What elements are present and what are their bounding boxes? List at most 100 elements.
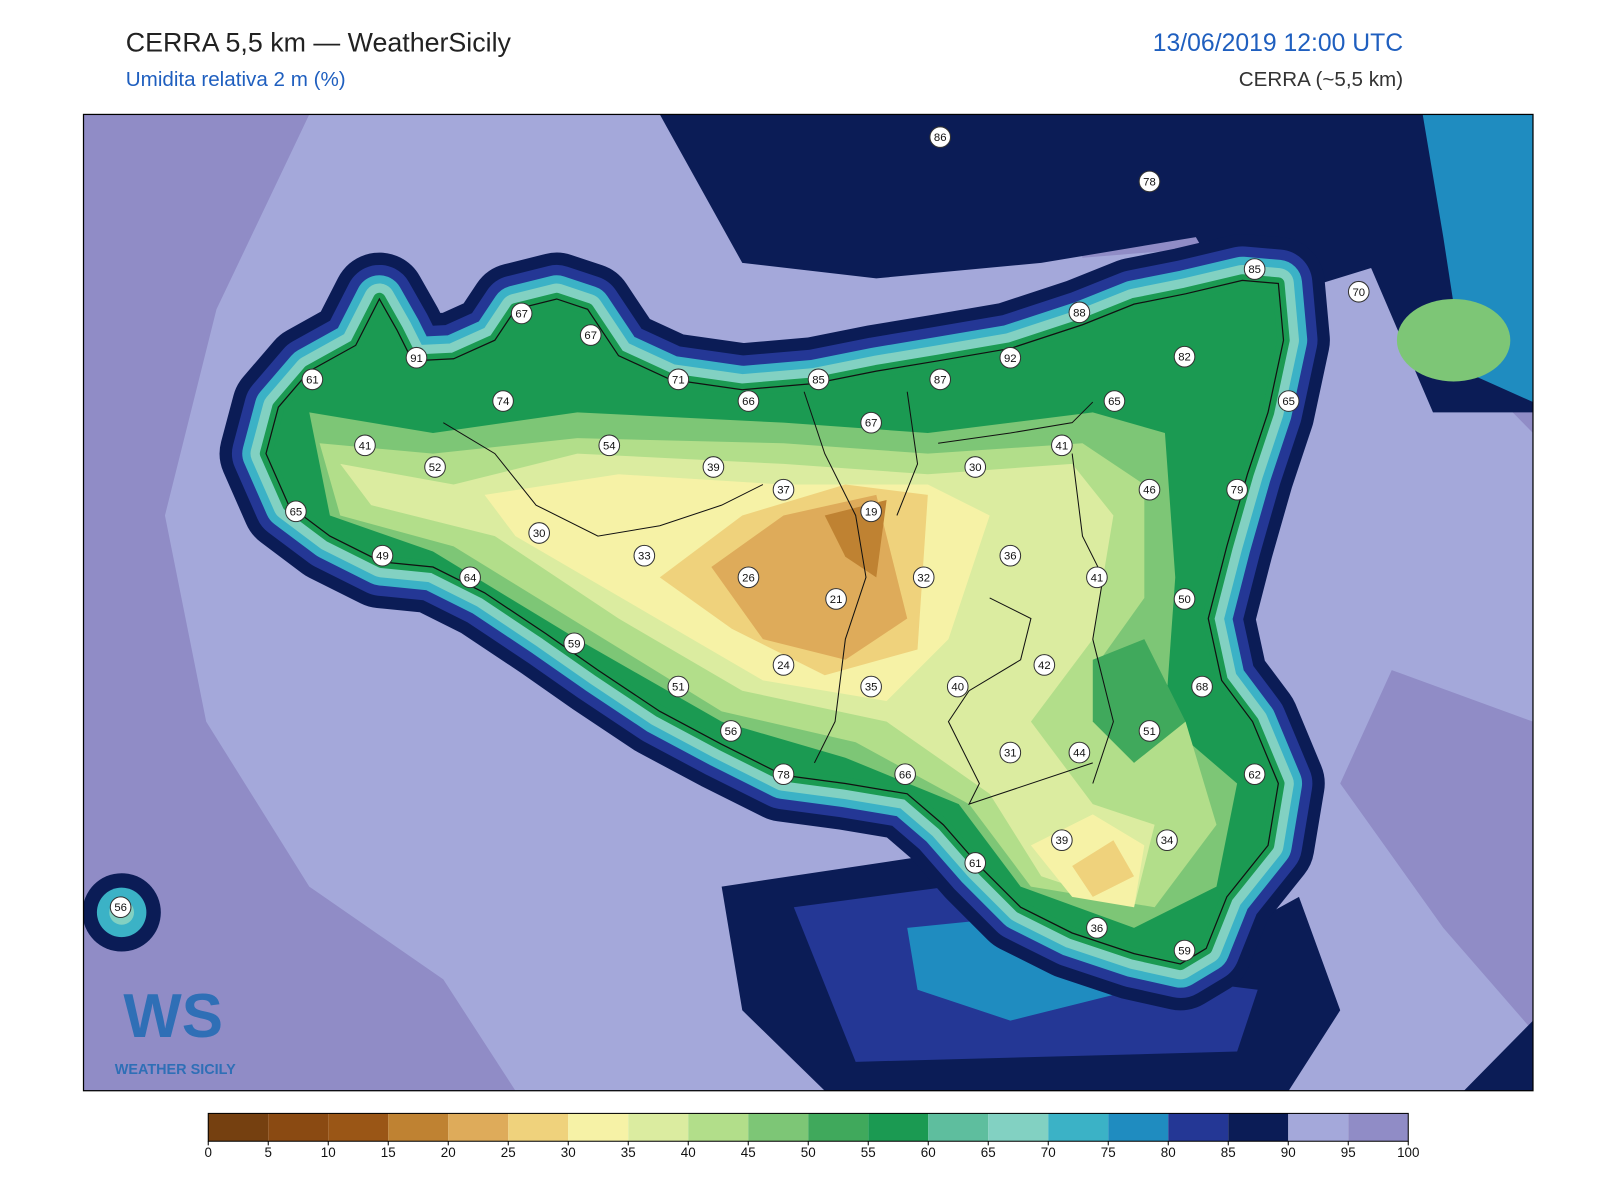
- station-value: 26: [742, 572, 755, 584]
- colorbar-tick-label: 70: [1041, 1145, 1056, 1160]
- station-marker: [860, 411, 882, 434]
- station-marker: [1086, 566, 1108, 589]
- station-marker: [999, 544, 1022, 567]
- station-marker: [860, 500, 882, 523]
- station-value: 79: [1231, 485, 1244, 497]
- station-marker: [772, 478, 795, 501]
- station-value: 61: [969, 858, 982, 870]
- station-value: 35: [865, 682, 878, 694]
- station-marker: [1243, 763, 1266, 786]
- colorbar-segment: [1168, 1113, 1229, 1142]
- station-value: 30: [533, 528, 546, 540]
- station-value: 66: [899, 769, 912, 781]
- station-marker: [946, 675, 969, 698]
- station-marker: [894, 763, 916, 786]
- colorbar-tick-label: 5: [265, 1145, 272, 1160]
- station-marker: [825, 588, 847, 610]
- station-value: 36: [1091, 923, 1104, 935]
- stations: 86 78 85 70 88 92 82 91 67 67 61 71 85 87 74 66 65 65 67 41…: [109, 126, 1370, 962]
- colorbar-tick-label: 95: [1341, 1145, 1356, 1160]
- map-frame: [82, 113, 1534, 1092]
- logo-text: WEATHER SICILY: [115, 1062, 236, 1078]
- station-marker: [492, 390, 514, 412]
- station-value: 65: [290, 506, 303, 518]
- station-marker: [1156, 829, 1178, 852]
- station-value: 50: [1178, 594, 1191, 606]
- station-marker: [1173, 345, 1196, 368]
- station-marker: [772, 763, 795, 786]
- station-marker: [1173, 588, 1196, 610]
- station-marker: [510, 302, 533, 325]
- station-marker: [807, 368, 830, 391]
- colorbar-segment: [388, 1113, 449, 1142]
- station-marker: [405, 346, 428, 369]
- station-value: 41: [1056, 440, 1069, 452]
- station-marker: [1086, 917, 1108, 939]
- station-marker: [737, 566, 760, 589]
- station-value: 85: [1248, 264, 1261, 276]
- map: [83, 114, 1533, 1091]
- colorbar-segment: [508, 1113, 569, 1142]
- station-marker: [964, 456, 987, 478]
- station-value: 74: [497, 396, 510, 408]
- station-value: 88: [1073, 307, 1086, 319]
- station-value: 67: [865, 418, 878, 430]
- station-marker: [1033, 654, 1056, 676]
- station-marker: [424, 456, 446, 478]
- station-value: 66: [742, 396, 755, 408]
- colorbar-tick-label: 15: [381, 1145, 396, 1160]
- station-marker: [371, 544, 394, 567]
- datetime: 13/06/2019 12:00 UTC: [1153, 30, 1403, 57]
- station-value: 85: [812, 374, 825, 386]
- station-value: 82: [1178, 352, 1191, 364]
- colorbar-segment: [928, 1113, 989, 1142]
- station-marker: [1277, 390, 1300, 412]
- station-value: 86: [934, 132, 947, 144]
- station-value: 52: [429, 462, 442, 474]
- station-marker: [1103, 390, 1126, 412]
- station-marker: [1347, 280, 1370, 303]
- station-marker: [929, 368, 952, 391]
- station-marker: [720, 720, 742, 742]
- station-value: 21: [830, 594, 843, 606]
- colorbar-segment: [988, 1113, 1049, 1142]
- station-marker: [563, 632, 586, 655]
- colorbar-tick-label: 30: [561, 1145, 576, 1160]
- model-label: CERRA (~5,5 km): [1239, 68, 1403, 91]
- station-value: 24: [777, 660, 790, 672]
- station-value: 59: [568, 638, 581, 650]
- station-value: 65: [1282, 396, 1295, 408]
- station-value: 62: [1248, 769, 1261, 781]
- station-value: 70: [1352, 287, 1365, 299]
- station-marker: [667, 675, 690, 698]
- colorbar-tick-label: 60: [921, 1145, 936, 1160]
- station-value: 39: [1056, 835, 1069, 847]
- station-marker: [528, 522, 550, 544]
- subtitle: Umidita relativa 2 m (%): [126, 68, 346, 91]
- colorbar-segment: [1288, 1113, 1349, 1142]
- station-marker: [301, 368, 324, 391]
- station-value: 71: [672, 374, 685, 386]
- colorbar-segment: [268, 1113, 329, 1142]
- station-value: 65: [1108, 396, 1121, 408]
- station-marker: [285, 500, 307, 523]
- station-marker: [1243, 258, 1266, 280]
- station-value: 61: [306, 374, 319, 386]
- station-marker: [1068, 741, 1091, 764]
- station-value: 41: [1091, 572, 1104, 584]
- station-value: 46: [1143, 485, 1156, 497]
- station-value: 91: [410, 353, 423, 365]
- station-marker: [354, 434, 376, 457]
- colorbar-tick-label: 0: [205, 1145, 212, 1160]
- colorbar-tick-label: 90: [1281, 1145, 1296, 1160]
- station-value: 78: [777, 769, 790, 781]
- colorbar-segment: [1048, 1113, 1109, 1142]
- colorbar-segment: [1108, 1113, 1169, 1142]
- station-marker: [1051, 434, 1073, 457]
- station-value: 36: [1004, 551, 1017, 563]
- colorbar-tick-label: 25: [501, 1145, 516, 1160]
- station-value: 51: [672, 682, 685, 694]
- station-marker: [1138, 170, 1161, 193]
- station-marker: [912, 566, 935, 589]
